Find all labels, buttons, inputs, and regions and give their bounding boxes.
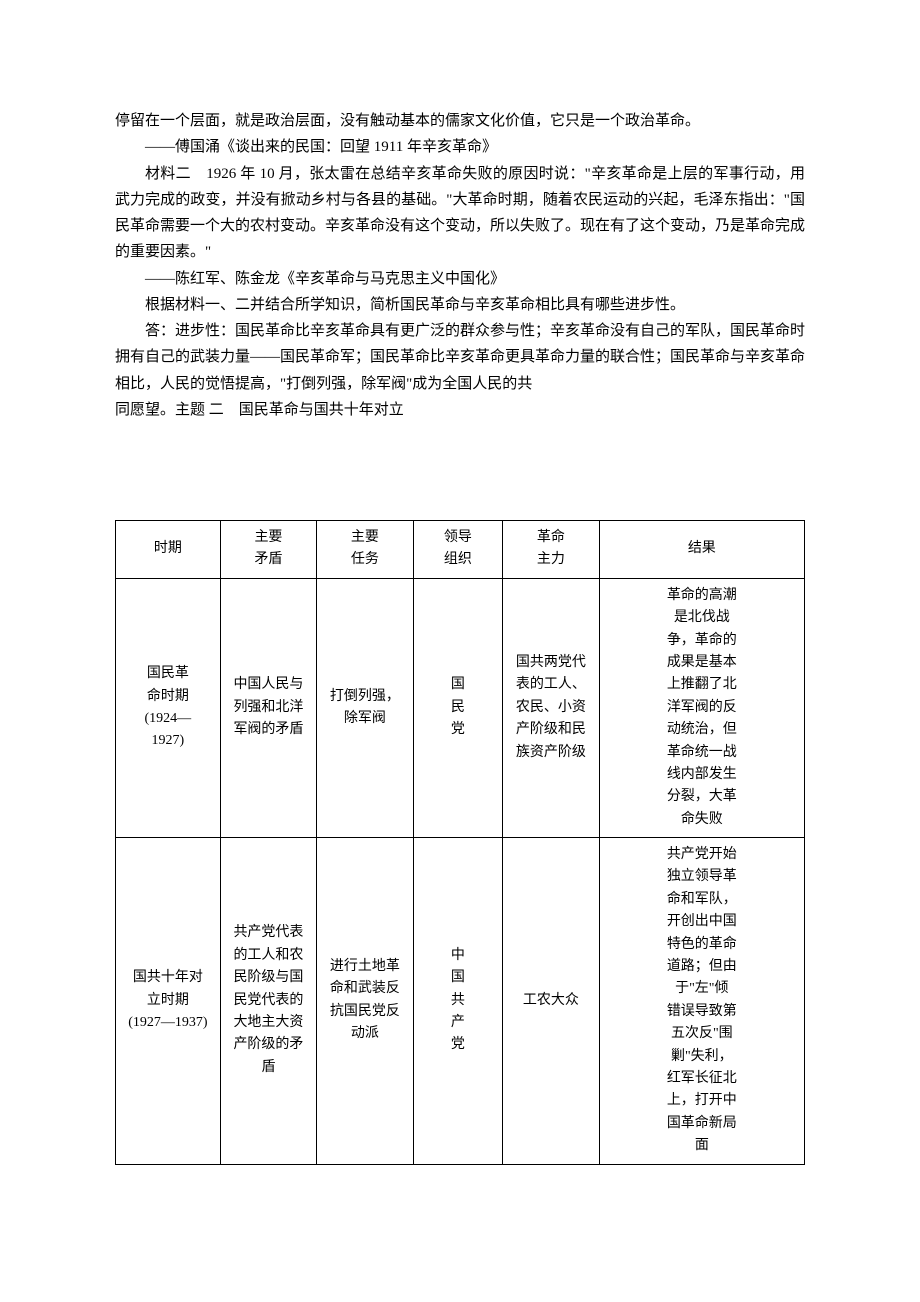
page-content: 停留在一个层面，就是政治层面，没有触动基本的儒家文化价值，它只是一个政治革命。 … xyxy=(0,0,920,1225)
comparison-table: 时期 主要矛盾 主要任务 领导组织 革命主力 结果 国民革命时期(1924—19… xyxy=(115,520,805,1165)
table-cell: 国共十年对立时期(1927—1937) xyxy=(116,838,221,1164)
spacer xyxy=(115,423,805,518)
topic-heading: 主题 二 国民革命与国共十年对立 xyxy=(175,402,404,418)
table-header-cell: 时期 xyxy=(116,521,221,579)
table-cell: 共产党代表的工人和农民阶级与国民党代表的大地主大资产阶级的矛盾 xyxy=(220,838,316,1164)
table-header-cell: 领导组织 xyxy=(413,521,503,579)
table-cell: 革命的高潮是北伐战争，革命的成果是基本上推翻了北洋军阀的反动统治，但革命统一战线… xyxy=(599,578,804,837)
table-row: 国共十年对立时期(1927—1937) 共产党代表的工人和农民阶级与国民党代表的… xyxy=(116,838,805,1164)
table-cell: 中国人民与列强和北洋军阀的矛盾 xyxy=(220,578,316,837)
table-header-cell: 结果 xyxy=(599,521,804,579)
paragraph: 根据材料一、二并结合所学知识，简析国民革命与辛亥革命相比具有哪些进步性。 xyxy=(115,292,805,318)
table-cell: 国民革命时期(1924—1927) xyxy=(116,578,221,837)
text-fragment: 同愿望。 xyxy=(115,402,175,418)
paragraph: 材料二 1926 年 10 月，张太雷在总结辛亥革命失败的原因时说："辛亥革命是… xyxy=(115,161,805,266)
table-header-row: 时期 主要矛盾 主要任务 领导组织 革命主力 结果 xyxy=(116,521,805,579)
table-cell: 工农大众 xyxy=(503,838,599,1164)
paragraph: 同愿望。主题 二 国民革命与国共十年对立 xyxy=(115,397,805,423)
paragraph: 答：进步性：国民革命比辛亥革命具有更广泛的群众参与性；辛亥革命没有自己的军队，国… xyxy=(115,318,805,397)
table-cell: 共产党开始独立领导革命和军队，开创出中国特色的革命道路；但由于"左"倾错误导致第… xyxy=(599,838,804,1164)
table-row: 国民革命时期(1924—1927) 中国人民与列强和北洋军阀的矛盾 打倒列强，除… xyxy=(116,578,805,837)
table-cell: 国民党 xyxy=(413,578,503,837)
table-cell: 打倒列强，除军阀 xyxy=(317,578,413,837)
citation: ——傅国涌《谈出来的民国：回望 1911 年辛亥革命》 xyxy=(115,134,805,160)
table-cell: 中国共产党 xyxy=(413,838,503,1164)
citation: ——陈红军、陈金龙《辛亥革命与马克思主义中国化》 xyxy=(115,266,805,292)
paragraph: 停留在一个层面，就是政治层面，没有触动基本的儒家文化价值，它只是一个政治革命。 xyxy=(115,108,805,134)
table-header-cell: 主要矛盾 xyxy=(220,521,316,579)
table-cell: 国共两党代表的工人、农民、小资产阶级和民族资产阶级 xyxy=(503,578,599,837)
table-header-cell: 主要任务 xyxy=(317,521,413,579)
table-cell: 进行土地革命和武装反抗国民党反动派 xyxy=(317,838,413,1164)
table-header-cell: 革命主力 xyxy=(503,521,599,579)
